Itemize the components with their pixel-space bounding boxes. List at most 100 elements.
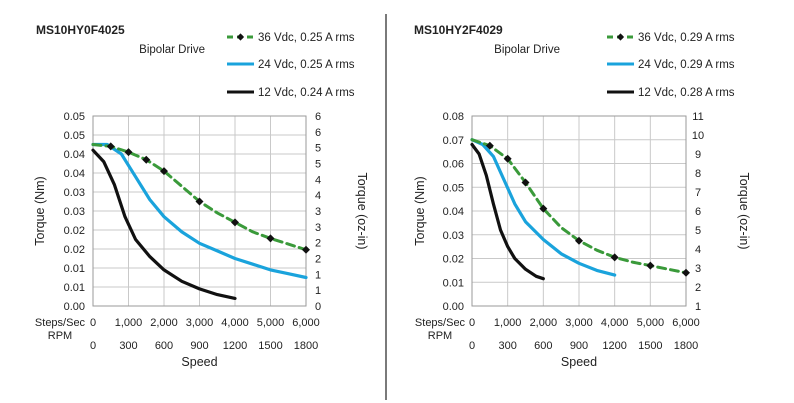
chart-0-steps-row-label: Steps/Sec bbox=[35, 317, 86, 329]
chart-1-y-right-tick-label: 4 bbox=[695, 244, 701, 256]
chart-0-y-right-tick-label: 4 bbox=[315, 174, 321, 186]
chart-1-legend-label: 12 Vdc, 0.28 A rms bbox=[638, 87, 735, 99]
chart-1-y-right-tick-label: 9 bbox=[695, 149, 701, 161]
chart-1-y-tick-label: 0.06 bbox=[443, 159, 464, 171]
chart-1-y-right-tick-label: 8 bbox=[695, 168, 701, 180]
chart-0-y-right-axis-label: Torque (oz-in) bbox=[355, 172, 369, 249]
chart-0-y-right-tick-label: 2 bbox=[315, 238, 321, 250]
chart-0-marker-point bbox=[142, 155, 151, 164]
chart-0-x-rpm-tick-label: 600 bbox=[155, 340, 173, 352]
chart-0-y-right-tick-label: 5 bbox=[315, 143, 321, 155]
chart-0-x-steps-tick-label: 6,000 bbox=[292, 317, 320, 329]
chart-0-x-rpm-tick-label: 1500 bbox=[258, 340, 282, 352]
chart-0-y-right-tick-label: 4 bbox=[315, 190, 321, 202]
chart-0-marker-point bbox=[266, 234, 275, 243]
chart-1-y-tick-label: 0.04 bbox=[443, 206, 464, 218]
chart-0-x-steps-tick-label: 1,000 bbox=[115, 317, 143, 329]
chart-1-y-right-axis-label: Torque (oz-in) bbox=[737, 172, 751, 249]
chart-1-y-right-tick-label: 1 bbox=[695, 301, 701, 313]
chart-0-marker-point bbox=[195, 197, 204, 206]
chart-1-legend-label: 36 Vdc, 0.29 A rms bbox=[638, 32, 735, 44]
chart-0-y-right-tick-label: 1 bbox=[315, 269, 321, 281]
chart-1-x-steps-tick-label: 6,000 bbox=[672, 317, 700, 329]
chart-1-y-right-tick-label: 7 bbox=[695, 187, 701, 199]
chart-1-x-steps-tick-label: 3,000 bbox=[565, 317, 593, 329]
chart-0-marker-point bbox=[160, 167, 168, 176]
chart-1-y-right-tick-label: 3 bbox=[695, 263, 701, 275]
chart-1-x-steps-tick-label: 0 bbox=[469, 317, 475, 329]
chart-1-marker-point bbox=[539, 204, 548, 213]
chart-1-y-right-tick-label: 10 bbox=[692, 130, 704, 142]
chart-1-x-rpm-tick-label: 1500 bbox=[638, 340, 662, 352]
chart-0-y-right-tick-label: 5 bbox=[315, 159, 321, 171]
chart-0-y-right-tick-label: 6 bbox=[315, 111, 321, 123]
chart-0-y-tick-label: 0.00 bbox=[64, 301, 85, 313]
chart-0-legend-marker bbox=[236, 33, 245, 41]
chart-1-x-rpm-tick-label: 300 bbox=[498, 340, 516, 352]
chart-0-y-right-tick-label: 2 bbox=[315, 254, 321, 266]
chart-1-legend-marker bbox=[616, 33, 625, 41]
chart-1-y-tick-label: 0.00 bbox=[443, 301, 464, 313]
chart-0-x-rpm-tick-label: 0 bbox=[90, 340, 96, 352]
chart-1-y-axis-label: Torque (Nm) bbox=[413, 176, 427, 245]
chart-0-marker-point bbox=[124, 148, 133, 157]
chart-0-title: MS10HY0F4025 bbox=[36, 23, 125, 37]
chart-1-marker-point bbox=[503, 154, 512, 163]
chart-1-y-tick-label: 0.01 bbox=[443, 277, 464, 289]
chart-1-x-steps-tick-label: 5,000 bbox=[637, 317, 665, 329]
chart-0-y-tick-label: 0.02 bbox=[64, 244, 85, 256]
chart-0-x-rpm-tick-label: 300 bbox=[119, 340, 137, 352]
chart-0-series-12-vdc-0-24-a-rms bbox=[91, 148, 237, 300]
chart-0-x-axis-label: Speed bbox=[181, 355, 217, 369]
chart-1-y-right-tick-label: 6 bbox=[695, 206, 701, 218]
chart-ms10hy2f4029: MS10HY2F4029 Bipolar Drive 0.00 0.01 0.02 0.0… bbox=[413, 23, 751, 369]
chart-0-subtitle: Bipolar Drive bbox=[139, 44, 205, 56]
chart-0-y-tick-label: 0.04 bbox=[64, 168, 85, 180]
chart-1-y-tick-label: 0.03 bbox=[443, 230, 464, 242]
chart-0-y-tick-label: 0.01 bbox=[64, 263, 85, 275]
chart-1-steps-row-label: Steps/Sec bbox=[415, 317, 466, 329]
chart-1-y-tick-label: 0.07 bbox=[443, 135, 464, 147]
chart-0-y-right-tick-label: 0 bbox=[315, 301, 321, 313]
chart-0-marker-point bbox=[106, 142, 115, 151]
chart-0-y-tick-label: 0.03 bbox=[64, 187, 85, 199]
chart-0-y-axis-label: Torque (Nm) bbox=[33, 176, 47, 245]
chart-0-y-right-tick-label: 3 bbox=[315, 222, 321, 234]
chart-1-x-steps-tick-label: 2,000 bbox=[530, 317, 558, 329]
chart-0-rpm-row-label: RPM bbox=[48, 330, 72, 342]
chart-0-y-right-tick-label: 3 bbox=[315, 206, 321, 218]
chart-1-x-axis-label: Speed bbox=[561, 355, 597, 369]
chart-0-y-right-tick-label: 1 bbox=[315, 285, 321, 297]
chart-0-legend-label: 12 Vdc, 0.24 A rms bbox=[258, 87, 355, 99]
chart-1-x-rpm-tick-label: 1800 bbox=[674, 340, 698, 352]
chart-1-subtitle: Bipolar Drive bbox=[494, 44, 560, 56]
chart-0-y-tick-label: 0.05 bbox=[64, 111, 85, 123]
chart-1-marker-point bbox=[521, 178, 530, 187]
chart-0-y-tick-label: 0.01 bbox=[64, 282, 85, 294]
chart-0-plot-frame bbox=[92, 115, 307, 307]
chart-1-y-right-tick-label: 2 bbox=[695, 282, 701, 294]
chart-0-x-steps-tick-label: 4,000 bbox=[221, 317, 249, 329]
chart-1-x-rpm-tick-label: 600 bbox=[534, 340, 552, 352]
chart-0-y-tick-label: 0.03 bbox=[64, 206, 85, 218]
chart-0-legend-label: 24 Vdc, 0.25 A rms bbox=[258, 59, 355, 71]
chart-0-legend-label: 36 Vdc, 0.25 A rms bbox=[258, 32, 355, 44]
chart-1-marker-point bbox=[646, 261, 655, 270]
chart-1-x-steps-tick-label: 1,000 bbox=[494, 317, 522, 329]
chart-0-x-steps-tick-label: 2,000 bbox=[150, 317, 178, 329]
chart-0-x-steps-tick-label: 3,000 bbox=[186, 317, 214, 329]
chart-1-x-rpm-tick-label: 900 bbox=[570, 340, 588, 352]
chart-1-series-24-vdc-0-29-a-rms bbox=[470, 138, 617, 277]
chart-1-marker-point bbox=[485, 141, 494, 150]
chart-1-legend-label: 24 Vdc, 0.29 A rms bbox=[638, 59, 735, 71]
chart-1-marker-point bbox=[610, 253, 619, 262]
chart-0-x-rpm-tick-label: 1800 bbox=[294, 340, 318, 352]
chart-0-marker-point bbox=[231, 218, 239, 227]
chart-0-x-rpm-tick-label: 1200 bbox=[223, 340, 247, 352]
chart-1-y-right-tick-label: 11 bbox=[692, 111, 703, 123]
chart-ms10hy0f4025: MS10HY0F4025 Bipolar Drive 0.00 0.01 0.01 0.0… bbox=[33, 23, 369, 369]
chart-0-x-steps-tick-label: 0 bbox=[90, 317, 96, 329]
chart-1-x-steps-tick-label: 4,000 bbox=[601, 317, 629, 329]
chart-1-y-right-tick-label: 5 bbox=[695, 225, 701, 237]
